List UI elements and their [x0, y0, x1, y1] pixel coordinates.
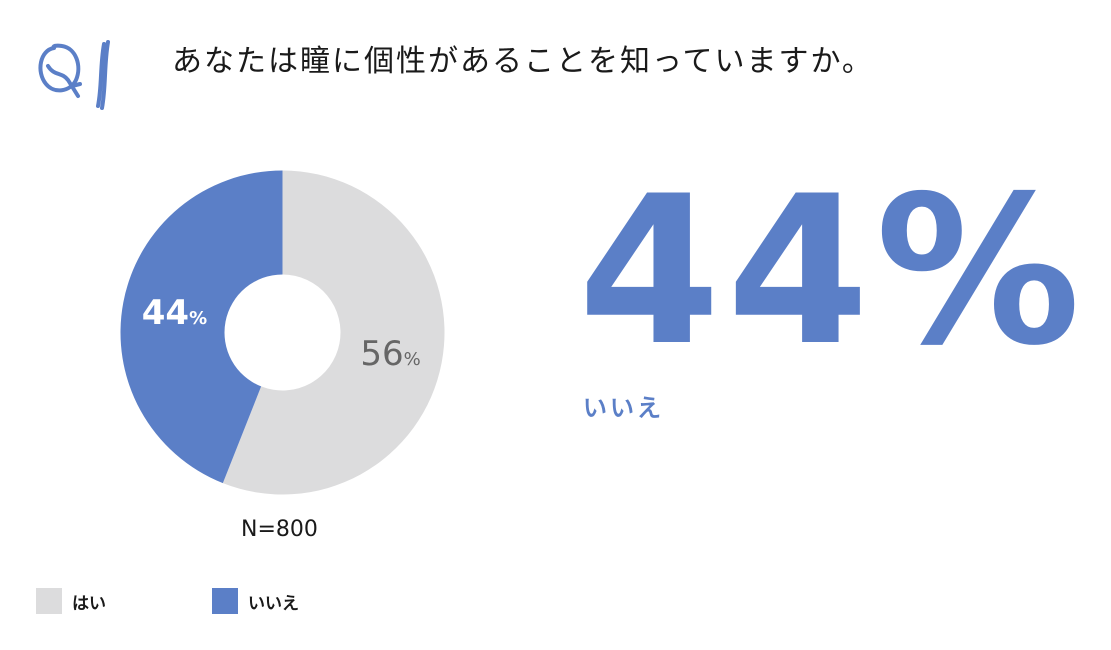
question-title: あなたは瞳に個性があることを知っていますか。: [172, 44, 874, 79]
highlight-label: いいえ: [583, 394, 664, 422]
donut-chart: 56% 44%: [120, 170, 445, 495]
sample-size-label: N=800: [241, 517, 318, 542]
legend-swatch-yes: [36, 588, 62, 614]
legend-item-yes: はい: [36, 588, 106, 614]
donut-slice-yes: [222, 170, 445, 495]
legend-label-yes: はい: [72, 593, 106, 614]
slice-label-yes: 56%: [360, 334, 420, 374]
highlight-percentage: 44%: [578, 153, 1087, 391]
legend-item-no: いいえ: [212, 588, 299, 614]
legend-swatch-no: [212, 588, 238, 614]
donut-slice-no: [120, 170, 283, 484]
q1-badge-icon: [38, 40, 110, 110]
slice-label-no: 44%: [142, 293, 207, 333]
legend-label-no: いいえ: [248, 593, 299, 614]
